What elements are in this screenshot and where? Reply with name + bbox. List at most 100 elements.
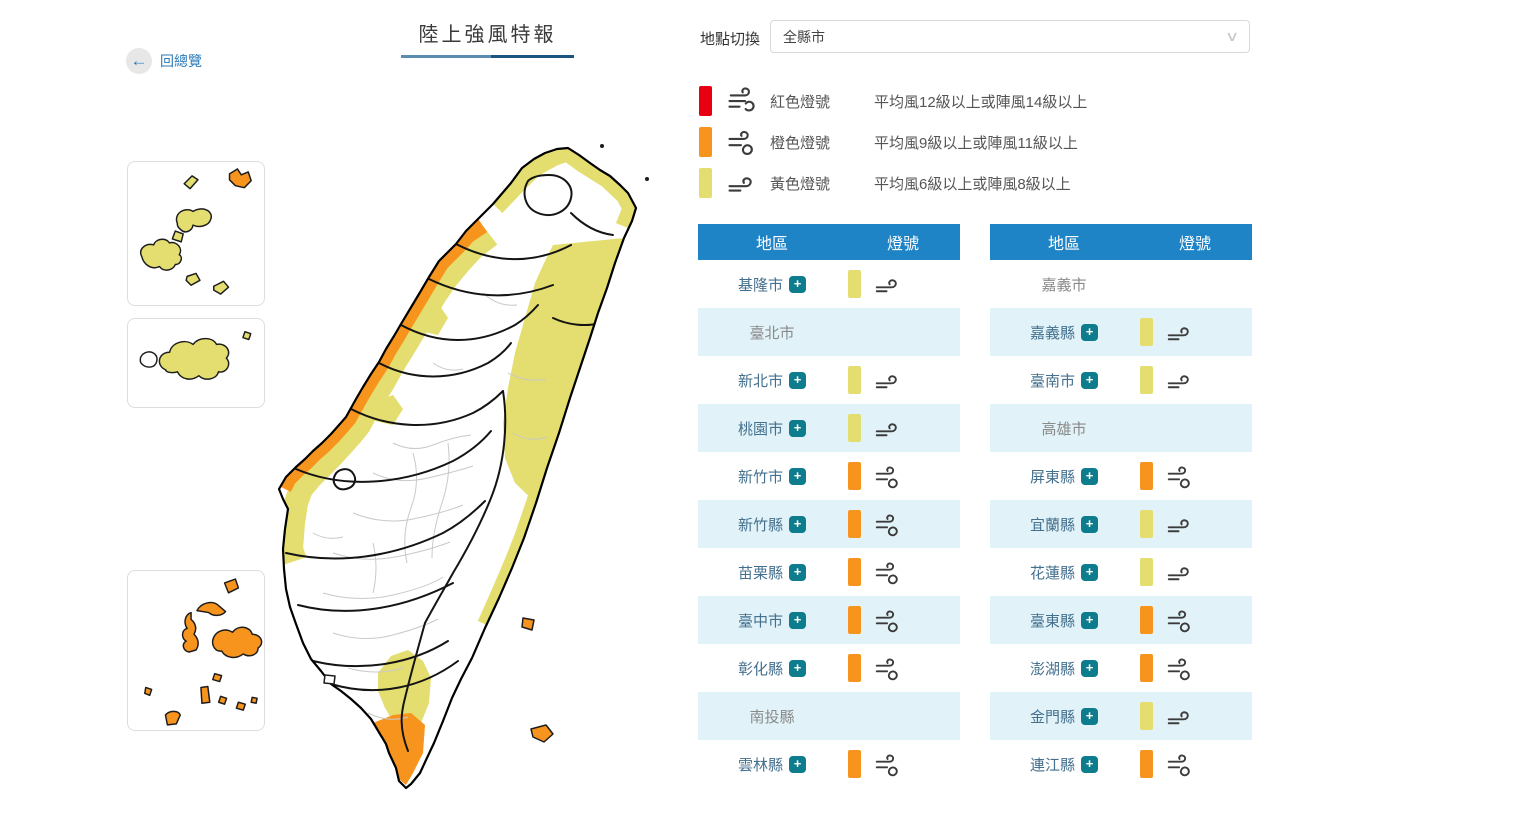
table-row: 澎湖縣 +	[990, 644, 1252, 692]
table-row: 臺北市+	[698, 308, 960, 356]
back-label: 回總覽	[160, 53, 202, 69]
orange-signal-bar	[699, 127, 712, 157]
wind-medium-icon	[875, 610, 898, 632]
table-row: 臺南市 +	[990, 356, 1252, 404]
signal-cell	[846, 462, 960, 490]
table-row: 新竹市 +	[698, 452, 960, 500]
region-link[interactable]: 花蓮縣	[1029, 564, 1075, 582]
signal-bar	[848, 510, 861, 538]
yellow-signal-bar	[699, 168, 712, 198]
table-row: 新北市 +	[698, 356, 960, 404]
plus-icon[interactable]: +	[789, 515, 806, 533]
region-link[interactable]: 基隆市	[737, 276, 783, 294]
region-link[interactable]: 臺東縣	[1029, 612, 1075, 630]
plus-icon[interactable]: +	[1081, 467, 1098, 485]
wind-light-icon	[1167, 710, 1189, 724]
region-link[interactable]: 南投縣	[749, 708, 795, 726]
location-select[interactable]: 全縣市 ∨	[770, 20, 1250, 53]
signal-bar	[848, 462, 861, 490]
region-link[interactable]: 屏東縣	[1029, 468, 1075, 486]
plus-icon[interactable]: +	[789, 419, 806, 437]
wind-medium-icon	[1167, 610, 1190, 632]
signal-bar	[1140, 462, 1153, 490]
signal-bar	[1140, 606, 1153, 634]
region-link[interactable]: 金門縣	[1029, 708, 1075, 726]
wind-light-icon	[1167, 518, 1189, 532]
region-link[interactable]: 桃園市	[737, 420, 783, 438]
taiwan-map[interactable]	[253, 113, 663, 803]
plus-icon[interactable]: +	[1081, 755, 1098, 773]
region-link[interactable]: 臺北市	[749, 324, 795, 342]
plus-icon[interactable]: +	[789, 659, 806, 677]
plus-icon[interactable]: +	[1081, 659, 1098, 677]
region-link[interactable]: 澎湖縣	[1029, 660, 1075, 678]
inset-map-matsu[interactable]	[127, 161, 265, 306]
inset-map-penghu[interactable]	[127, 570, 265, 731]
signal-cell	[846, 366, 960, 394]
plus-icon[interactable]: +	[789, 563, 806, 581]
region-link[interactable]: 臺中市	[737, 612, 783, 630]
signal-cell	[1138, 462, 1252, 490]
wind-light-icon	[1167, 326, 1189, 340]
signal-cell	[846, 750, 960, 778]
plus-icon[interactable]: +	[789, 371, 806, 389]
wind-medium-icon	[875, 658, 898, 680]
signal-cell	[846, 654, 960, 682]
signal-bar	[1140, 750, 1153, 778]
wind-strong-icon	[728, 87, 755, 112]
region-link[interactable]: 新竹市	[737, 468, 783, 486]
wind-medium-icon	[875, 466, 898, 488]
table-row: 南投縣+	[698, 692, 960, 740]
legend-item-red: 紅色燈號 平均風12級以上或陣風14級以上	[699, 84, 1087, 118]
header-region: 地區	[1047, 236, 1080, 253]
warning-table-right: 地區 燈號 嘉義市+ 嘉義縣+ 臺南市+ 高雄市+ 屏東縣+ 宜蘭縣+ 花蓮縣+…	[990, 224, 1252, 788]
wind-light-icon	[875, 278, 897, 292]
signal-bar	[1140, 366, 1153, 394]
plus-icon[interactable]: +	[1081, 563, 1098, 581]
plus-icon[interactable]: +	[1081, 707, 1098, 725]
legend-label: 橙色燈號	[770, 134, 831, 152]
legend-item-orange: 橙色燈號 平均風9級以上或陣風11級以上	[699, 125, 1087, 159]
signal-bar	[1140, 318, 1153, 346]
signal-bar	[848, 654, 861, 682]
back-to-overview-button[interactable]: ← 回總覽	[126, 48, 202, 74]
region-link[interactable]: 嘉義縣	[1029, 324, 1075, 342]
header-region: 地區	[755, 236, 788, 253]
region-link[interactable]: 苗栗縣	[737, 564, 783, 582]
wind-light-icon	[728, 177, 752, 192]
plus-icon[interactable]: +	[789, 755, 806, 773]
region-link[interactable]: 臺南市	[1029, 372, 1075, 390]
table-row: 臺中市 +	[698, 596, 960, 644]
legend-desc: 平均風12級以上或陣風14級以上	[874, 93, 1088, 111]
signal-bar	[848, 750, 861, 778]
signal-bar	[1140, 510, 1153, 538]
wind-medium-icon	[728, 130, 753, 156]
region-link[interactable]: 新竹縣	[737, 516, 783, 534]
plus-icon[interactable]: +	[1081, 515, 1098, 533]
plus-icon[interactable]: +	[1081, 323, 1098, 341]
plus-icon[interactable]: +	[1081, 371, 1098, 389]
plus-icon[interactable]: +	[1081, 611, 1098, 629]
signal-bar	[848, 366, 861, 394]
table-row: 宜蘭縣 +	[990, 500, 1252, 548]
region-link[interactable]: 嘉義市	[1041, 276, 1087, 294]
region-link[interactable]: 彰化縣	[737, 660, 783, 678]
legend-desc: 平均風9級以上或陣風11級以上	[874, 134, 1078, 152]
legend-label: 紅色燈號	[770, 93, 831, 111]
signal-cell	[1138, 606, 1252, 634]
table-row: 連江縣 +	[990, 740, 1252, 788]
region-link[interactable]: 高雄市	[1041, 420, 1087, 438]
plus-icon[interactable]: +	[789, 611, 806, 629]
region-link[interactable]: 宜蘭縣	[1029, 516, 1075, 534]
wind-light-icon	[1167, 566, 1189, 580]
wind-light-icon	[875, 422, 897, 436]
plus-icon[interactable]: +	[789, 275, 806, 293]
region-link[interactable]: 雲林縣	[737, 756, 783, 774]
wind-light-icon	[1167, 374, 1189, 388]
plus-icon[interactable]: +	[789, 467, 806, 485]
region-link[interactable]: 新北市	[737, 372, 783, 390]
signal-cell	[1138, 318, 1252, 346]
signal-cell	[1138, 702, 1252, 730]
inset-map-kinmen[interactable]	[127, 318, 265, 408]
region-link[interactable]: 連江縣	[1029, 756, 1075, 774]
